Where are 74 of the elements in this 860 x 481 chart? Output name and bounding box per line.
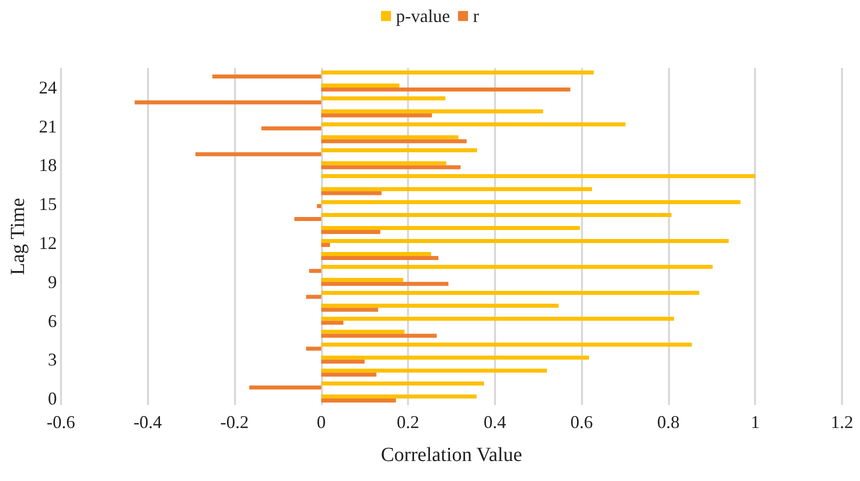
bar (321, 256, 438, 260)
bar (321, 316, 674, 321)
bar (321, 83, 400, 88)
bar (321, 96, 446, 100)
bar (321, 242, 330, 247)
bar (321, 226, 580, 230)
bar (321, 252, 432, 256)
bar (261, 126, 322, 130)
bar (321, 200, 740, 204)
bar (321, 368, 547, 373)
bar (321, 360, 365, 364)
y-tick-label: 24 (38, 77, 57, 98)
bar (321, 139, 467, 144)
x-tick-label: 0.2 (396, 412, 420, 432)
bar (321, 264, 713, 269)
bar (195, 152, 322, 156)
x-tick-label: 0.8 (657, 412, 680, 432)
bar (321, 213, 672, 218)
x-tick-label: 1 (750, 412, 760, 432)
y-tick-label: 3 (48, 350, 57, 370)
bar (249, 386, 322, 390)
bar (321, 372, 376, 377)
bar (321, 398, 396, 403)
x-tick-label: -0.2 (220, 412, 249, 432)
bar (316, 204, 322, 208)
y-tick-label: 12 (38, 232, 57, 253)
bar (321, 109, 544, 114)
y-axis-title: Lag Time (7, 198, 29, 276)
bar (212, 74, 322, 78)
bar (321, 230, 380, 234)
bar (306, 294, 322, 299)
bar (321, 148, 478, 152)
bar (321, 394, 477, 399)
y-tick-label: 21 (38, 116, 57, 136)
bar (321, 356, 590, 360)
x-tick-label: 0.6 (570, 412, 593, 432)
x-tick-label: -0.6 (46, 412, 76, 432)
bar (321, 282, 448, 286)
bar (321, 308, 378, 312)
bar (321, 135, 458, 140)
bar (321, 290, 700, 295)
bar (321, 122, 626, 126)
bar (321, 174, 756, 178)
x-tick-label: 0.4 (484, 412, 506, 432)
x-tick-label: 1.2 (830, 412, 854, 432)
legend-label: r (472, 6, 479, 26)
y-tick-label: 0 (48, 388, 57, 409)
bar (306, 346, 322, 351)
bar (321, 382, 484, 386)
bar (321, 161, 446, 166)
y-tick-label: 6 (48, 310, 57, 331)
bar (321, 278, 404, 282)
bar (134, 100, 322, 104)
bar (321, 87, 570, 92)
bar (321, 330, 405, 334)
bar (321, 70, 594, 74)
bar (321, 165, 461, 170)
bar (321, 334, 437, 338)
x-axis-title: Correlation Value (380, 444, 522, 466)
bar (321, 304, 559, 308)
y-tick-label: 9 (48, 272, 57, 292)
x-tick-label: 0 (316, 412, 326, 432)
bar (321, 342, 692, 347)
bar (321, 187, 592, 192)
bar (294, 217, 322, 222)
bar (321, 191, 382, 196)
legend-label: p-value (396, 6, 450, 26)
bar (309, 268, 322, 273)
bar (321, 238, 729, 243)
y-tick-label: 18 (38, 155, 57, 176)
x-tick-label: -0.4 (133, 412, 162, 432)
bar (321, 113, 432, 118)
bar (321, 320, 344, 325)
y-tick-label: 15 (38, 194, 57, 214)
